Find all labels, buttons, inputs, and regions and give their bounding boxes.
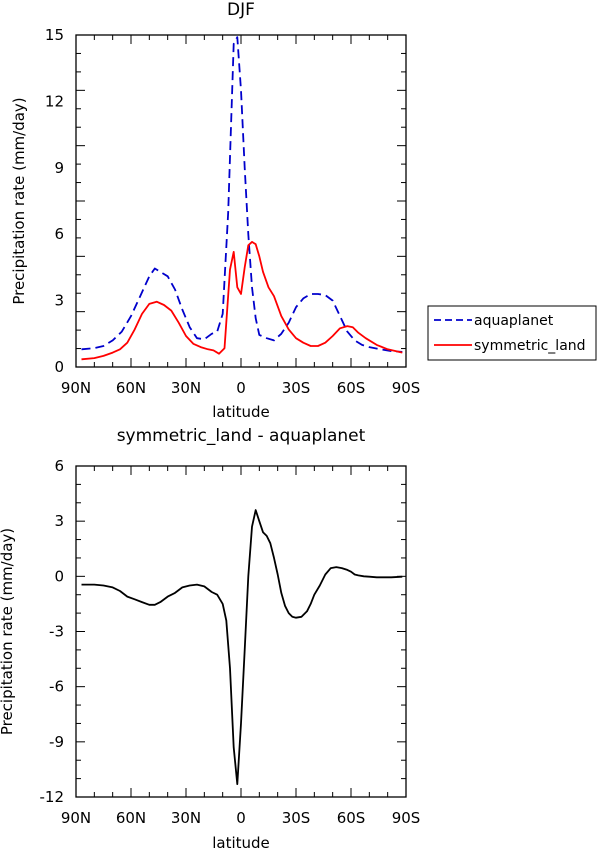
legend-label: aquaplanet	[474, 313, 554, 329]
difference-series-line	[81, 509, 403, 785]
x-tick-label: 30N	[171, 379, 201, 397]
legend: aquaplanet symmetric_land	[427, 305, 597, 361]
plot-frame	[75, 465, 407, 798]
y-tick-label: 3	[54, 512, 64, 530]
x-tick-label: 90N	[61, 809, 91, 827]
x-tick-label: 60S	[337, 809, 366, 827]
legend-box	[427, 305, 597, 361]
chart-title: symmetric_land - aquaplanet	[117, 426, 366, 446]
legend-label: symmetric_land	[474, 338, 586, 354]
x-tick-label: 90S	[392, 809, 421, 827]
x-tick-label: 60N	[116, 379, 146, 397]
y-tick-label: 0	[54, 567, 64, 585]
y-axis-label: Precipitation rate (mm/day)	[0, 528, 16, 735]
x-tick-label: 90N	[61, 379, 91, 397]
x-tick-label: 0	[236, 379, 246, 397]
y-tick-label: -12	[40, 788, 65, 806]
y-tick-label: 12	[45, 92, 64, 110]
x-tick-label: 60N	[116, 809, 146, 827]
y-tick-label: 9	[54, 159, 64, 177]
y-tick-label: 6	[54, 225, 64, 243]
y-tick-label: 0	[54, 358, 64, 376]
x-tick-label: 30S	[282, 379, 311, 397]
x-tick-label: 60S	[337, 379, 366, 397]
chart-title: DJF	[227, 0, 255, 20]
x-axis-label: latitude	[212, 834, 270, 851]
series-line-symmetric-land	[81, 240, 403, 361]
y-tick-label: -3	[49, 623, 64, 641]
x-tick-label: 30N	[171, 809, 201, 827]
bottom-panel-precipitation-difference: 90N 60N 30N 0 30S 60S 90S -12 -9 -6 -3 0 3 6 symmetric…	[0, 426, 420, 851]
series-line-aquaplanet	[81, 36, 403, 353]
top-panel-precipitation-djf: 90N 60N 30N 0 30S 60S 90S 0 3 6 9 12 15 DJF latitude Pr…	[10, 0, 597, 421]
y-axis-label: Precipitation rate (mm/day)	[10, 97, 28, 304]
y-tick-label: -6	[49, 678, 64, 696]
y-tick-label: 6	[54, 457, 64, 475]
y-tick-label: 15	[45, 26, 64, 44]
y-tick-label: 3	[54, 292, 64, 310]
x-tick-label: 0	[236, 809, 246, 827]
y-tick-label: -9	[49, 733, 64, 751]
x-tick-label: 90S	[392, 379, 421, 397]
x-tick-label: 30S	[282, 809, 311, 827]
x-axis-label: latitude	[212, 403, 270, 421]
